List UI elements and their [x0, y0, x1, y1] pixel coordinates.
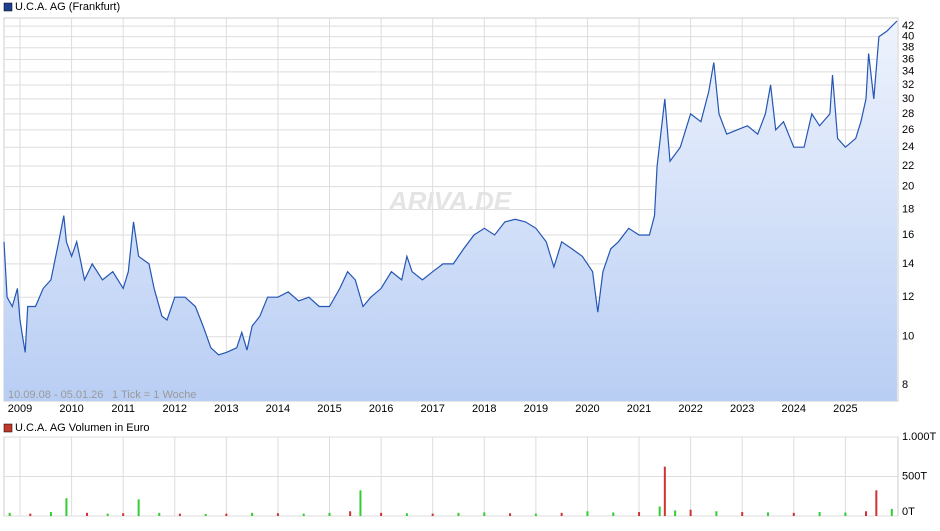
volume-bar — [560, 512, 563, 516]
x-tick-label: 2024 — [782, 403, 806, 415]
volume-bar — [534, 513, 537, 516]
y-tick-label: 0T — [902, 506, 915, 518]
y-tick-label: 18 — [902, 203, 914, 215]
y-tick-label: 500T — [902, 470, 927, 482]
volume-bar — [865, 511, 868, 516]
x-tick-label: 2023 — [730, 403, 754, 415]
volume-bar — [349, 511, 352, 516]
volume-bar — [844, 512, 847, 516]
volume-bar — [225, 513, 228, 516]
volume-bar — [158, 512, 161, 516]
volume-bar — [65, 498, 68, 516]
volume-bar — [204, 514, 207, 516]
x-tick-label: 2025 — [833, 403, 857, 415]
chart-title: U.C.A. AG (Frankfurt) — [15, 1, 120, 13]
y-tick-label: 22 — [902, 160, 914, 172]
x-tick-label: 2009 — [8, 403, 32, 415]
volume-bar — [818, 512, 821, 516]
volume-bar — [49, 512, 52, 516]
y-tick-label: 40 — [902, 31, 914, 43]
y-tick-label: 32 — [902, 79, 914, 91]
volume-bar — [106, 513, 109, 516]
x-tick-label: 2022 — [678, 403, 702, 415]
x-tick-label: 2010 — [59, 403, 83, 415]
volume-bar — [890, 508, 893, 516]
volume-bar — [483, 512, 486, 516]
x-tick-label: 2013 — [214, 403, 238, 415]
y-tick-label: 34 — [902, 66, 914, 78]
x-tick-label: 2018 — [472, 403, 496, 415]
volume-bar — [276, 513, 279, 516]
y-tick-label: 30 — [902, 93, 914, 105]
volume-bar — [509, 513, 512, 516]
y-tick-label: 42 — [902, 20, 914, 32]
tick-text: 1 Tick = 1 Woche — [112, 389, 196, 401]
x-tick-label: 2019 — [524, 403, 548, 415]
volume-bar — [251, 512, 254, 516]
volume-bar — [674, 510, 677, 516]
range-text: 10.09.08 - 05.01.26 — [8, 389, 103, 401]
y-tick-label: 10 — [902, 331, 914, 343]
area — [4, 21, 897, 401]
y-tick-label: 20 — [902, 181, 914, 193]
y-tick-label: 26 — [902, 124, 914, 136]
volume-bar — [122, 513, 125, 516]
x-tick-label: 2011 — [111, 403, 135, 415]
volume-bar — [359, 490, 362, 516]
volume-bar — [586, 511, 589, 516]
price-line — [3, 20, 898, 356]
x-tick-label: 2015 — [317, 403, 341, 415]
legend-swatch — [3, 423, 13, 433]
y-tick-label: 36 — [902, 53, 914, 65]
volume-bar — [663, 466, 666, 516]
volume-bar — [658, 506, 661, 516]
volume-bar — [767, 512, 770, 516]
volume-bar — [380, 512, 383, 516]
volume-bar — [431, 513, 434, 516]
volume-bar — [612, 512, 615, 516]
x-tick-label: 2021 — [627, 403, 651, 415]
volume-bar — [405, 513, 408, 516]
volume-bar — [689, 509, 692, 516]
y-tick-label: 14 — [902, 258, 914, 270]
y-tick-label: 1.000T — [902, 431, 937, 443]
volume-bar — [741, 512, 744, 516]
x-tick-label: 2016 — [369, 403, 393, 415]
volume-bar — [328, 512, 331, 516]
y-tick-label: 28 — [902, 108, 914, 120]
y-tick-label: 24 — [902, 141, 914, 153]
volume-bar — [638, 512, 641, 516]
volume-bar — [875, 490, 878, 516]
x-tick-label: 2020 — [575, 403, 599, 415]
volume-bar — [792, 512, 795, 516]
volume-bar — [29, 513, 32, 516]
volume-bar — [137, 499, 140, 516]
volume-bar — [302, 513, 305, 516]
volume-bar — [178, 513, 181, 516]
watermark: ARIVA.DE — [388, 186, 512, 216]
x-tick-label: 2014 — [266, 403, 290, 415]
volume-bar — [715, 511, 718, 516]
y-tick-label: 8 — [902, 379, 908, 391]
y-tick-label: 16 — [902, 229, 914, 241]
volume-bar — [457, 512, 460, 516]
volume-bar — [86, 512, 89, 516]
x-tick-label: 2012 — [163, 403, 187, 415]
x-tick-label: 2017 — [420, 403, 444, 415]
legend-swatch — [3, 2, 13, 12]
volume-bar — [8, 512, 11, 516]
y-tick-label: 12 — [902, 291, 914, 303]
y-tick-label: 38 — [902, 42, 914, 54]
chart-title: U.C.A. AG Volumen in Euro — [15, 422, 150, 434]
